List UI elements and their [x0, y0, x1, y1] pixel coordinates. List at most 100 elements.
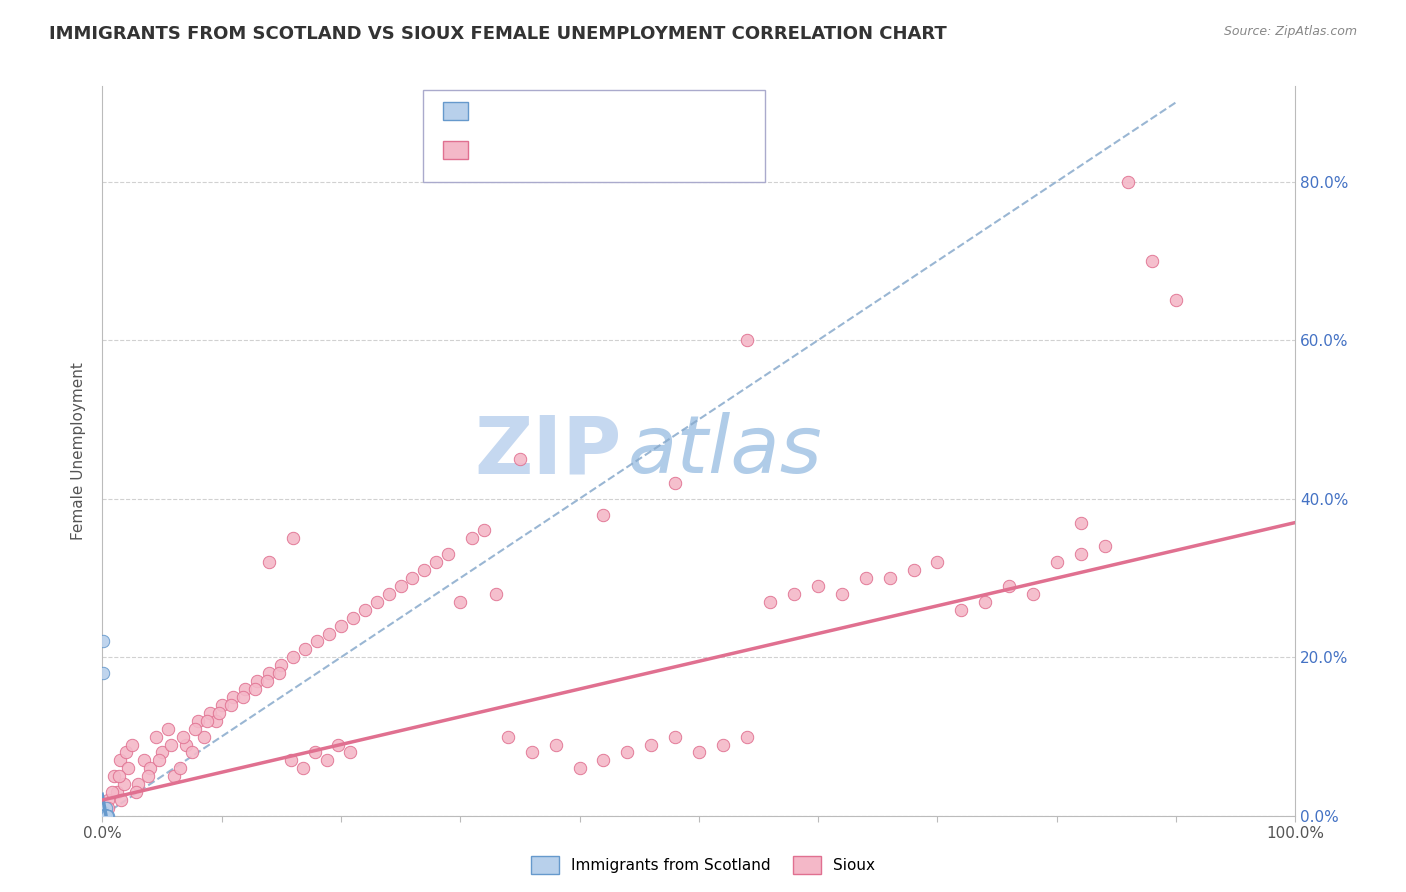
Point: [998, 579, 1021, 593]
Point: [291, 761, 314, 775]
Point: [184, 722, 207, 736]
Point: [496, 730, 519, 744]
Point: [127, 777, 149, 791]
Point: [1142, 253, 1164, 268]
Point: [267, 666, 290, 681]
Point: [294, 642, 316, 657]
Point: [174, 738, 197, 752]
Point: [413, 563, 436, 577]
Point: [1166, 293, 1188, 308]
Point: [195, 714, 218, 728]
Point: [93, 809, 115, 823]
Point: [208, 706, 231, 720]
Point: [136, 769, 159, 783]
Point: [93, 809, 115, 823]
Point: [93, 809, 115, 823]
Point: [437, 547, 460, 561]
Point: [169, 761, 191, 775]
Point: [232, 690, 254, 704]
Text: 45: 45: [643, 102, 665, 120]
Point: [150, 746, 173, 760]
Point: [855, 571, 877, 585]
Point: [377, 587, 399, 601]
Point: [93, 809, 115, 823]
Point: [105, 785, 128, 799]
Point: [93, 666, 115, 681]
Point: [879, 571, 901, 585]
Point: [235, 681, 257, 696]
Point: [93, 809, 115, 823]
Point: [1046, 555, 1069, 569]
Point: [520, 746, 543, 760]
Point: [461, 532, 484, 546]
Point: [93, 809, 115, 823]
Point: [180, 746, 202, 760]
Point: [97, 793, 120, 807]
Point: [93, 634, 115, 648]
Point: [211, 698, 233, 712]
Point: [187, 714, 209, 728]
Text: Source: ZipAtlas.com: Source: ZipAtlas.com: [1223, 25, 1357, 38]
Point: [124, 785, 146, 799]
Point: [305, 634, 328, 648]
Point: [640, 738, 662, 752]
Point: [1070, 516, 1092, 530]
Point: [735, 333, 758, 347]
Point: [93, 809, 115, 823]
Point: [219, 698, 242, 712]
Point: [243, 681, 266, 696]
Point: [96, 809, 118, 823]
Y-axis label: Female Unemployment: Female Unemployment: [72, 362, 86, 540]
Point: [1094, 539, 1116, 553]
Point: [108, 769, 131, 783]
Point: [132, 753, 155, 767]
Legend: Immigrants from Scotland, Sioux: Immigrants from Scotland, Sioux: [524, 850, 882, 880]
Point: [93, 809, 115, 823]
Point: [193, 730, 215, 744]
Point: [94, 809, 117, 823]
Point: [97, 801, 120, 815]
Point: [903, 563, 925, 577]
Point: [664, 730, 686, 744]
Point: [259, 666, 281, 681]
Point: [121, 738, 143, 752]
Point: [472, 524, 495, 538]
Point: [94, 809, 117, 823]
Text: 100: 100: [643, 141, 678, 159]
Point: [711, 738, 734, 752]
Point: [156, 722, 179, 736]
Point: [96, 809, 118, 823]
Point: [139, 761, 162, 775]
Point: [304, 746, 326, 760]
Point: [927, 555, 949, 569]
Point: [616, 746, 638, 760]
Point: [329, 618, 352, 632]
Point: [592, 753, 614, 767]
Text: ZIP: ZIP: [474, 412, 621, 490]
Point: [339, 746, 361, 760]
Point: [145, 730, 167, 744]
Point: [389, 579, 412, 593]
Point: [1070, 547, 1092, 561]
Point: [100, 785, 122, 799]
Point: [97, 809, 120, 823]
Point: [256, 674, 278, 689]
Point: [93, 809, 115, 823]
Point: [831, 587, 853, 601]
Point: [93, 809, 115, 823]
Point: [148, 753, 170, 767]
Point: [246, 674, 269, 689]
Point: [342, 610, 364, 624]
Point: [117, 761, 139, 775]
Point: [93, 809, 115, 823]
Point: [172, 730, 194, 744]
Point: [449, 595, 471, 609]
Point: [93, 809, 115, 823]
Point: [94, 809, 117, 823]
Point: [110, 793, 132, 807]
Point: [94, 809, 117, 823]
Point: [259, 555, 281, 569]
Point: [783, 587, 806, 601]
Point: [96, 809, 118, 823]
Point: [592, 508, 614, 522]
